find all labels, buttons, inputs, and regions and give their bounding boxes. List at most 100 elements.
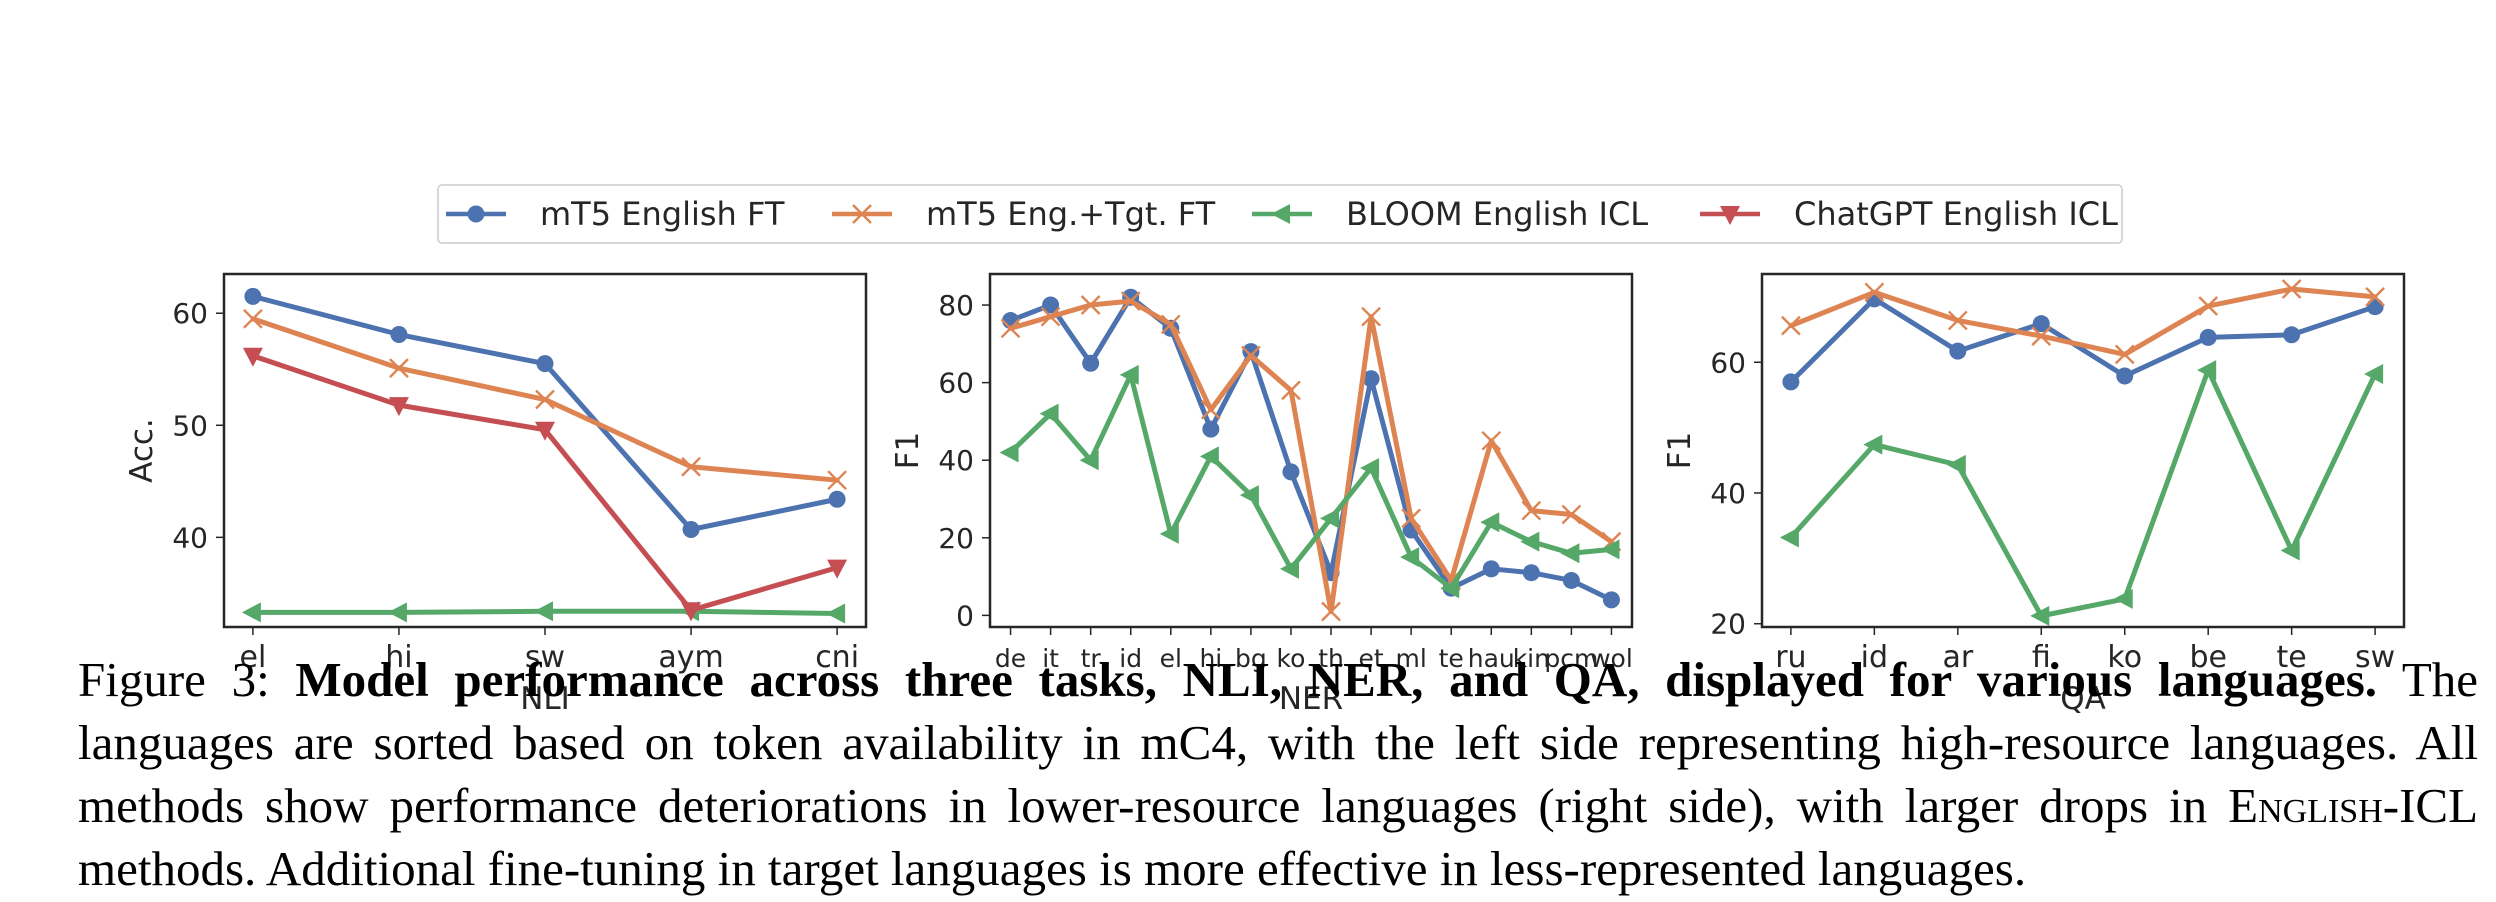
qa-xtick-label-be: be: [2189, 640, 2227, 675]
ner-ytick-label: 40: [938, 444, 974, 477]
nli-plot-frame: [222, 272, 868, 629]
ner-point-mt5-eng-tgt-ft-tr: [1080, 295, 1101, 315]
qa-point-mt5-eng-tgt-ft-id: [1864, 282, 1885, 303]
qa-point-mt5-english-ft-ru: [1782, 373, 1800, 391]
qa-point-mt5-english-ft-be: [2199, 328, 2217, 346]
caption-label: Figure 3:: [78, 652, 296, 707]
nli-point-chatgpt-english-icl-sw: [535, 421, 555, 441]
ner-point-mt5-eng-tgt-ft-de: [1000, 318, 1021, 339]
qa-point-mt5-english-ft-sw: [2366, 298, 2384, 316]
legend-label-bloom-english-icl: BLOOM English ICL: [1346, 195, 1648, 233]
nli-point-mt5-english-ft-hi: [390, 326, 408, 344]
nli-point-bloom-english-icl-cni: [826, 603, 846, 624]
ner-point-bloom-english-icl-et: [1360, 457, 1380, 478]
qa-xaxis-label: QA: [2060, 681, 2106, 717]
ner-xtick-label-id: id: [1119, 644, 1142, 673]
ner-xtick-label-el: el: [1160, 644, 1182, 673]
ner-point-mt5-english-ft-et: [1362, 370, 1380, 388]
nli-ytick-label: 60: [172, 297, 208, 330]
ner-xtick-label-de: de: [995, 644, 1026, 673]
ner-point-mt5-eng-tgt-ft-et: [1361, 306, 1381, 327]
nli-point-mt5-english-ft-el: [244, 287, 262, 305]
ner-point-mt5-english-ft-hau: [1482, 560, 1500, 578]
ner-point-bloom-english-icl-hau: [1480, 512, 1500, 533]
ner-point-bloom-english-icl-hi: [1199, 446, 1219, 467]
qa-point-mt5-english-ft-ar: [1949, 342, 1967, 360]
qa-point-mt5-english-ft-fi: [2032, 315, 2050, 333]
ner-xtick-label-it: it: [1042, 644, 1059, 673]
ner-point-bloom-english-icl-th: [1320, 508, 1340, 529]
ner-chart: 0 20 40 60 80 de it tr id el hi bg ko th et ml te haukinp…: [890, 272, 1634, 717]
qa-point-mt5-eng-tgt-ft-be: [2198, 296, 2219, 316]
legend-label-chatgpt-english-icl: ChatGPT English ICL: [1794, 195, 2118, 233]
qa-point-bloom-english-icl-ar: [1946, 454, 1966, 475]
ner-point-bloom-english-icl-te: [1440, 578, 1460, 599]
ner-point-bloom-english-icl-ml: [1400, 547, 1420, 568]
legend-marker-mt5-eng-tgt-ft: [852, 204, 872, 224]
qa-plot-frame: [1760, 272, 2406, 629]
ner-point-mt5-eng-tgt-ft-bg: [1241, 345, 1261, 366]
legend-label-mt5-english-ft: mT5 English FT: [540, 195, 785, 233]
qa-point-bloom-english-icl-id: [1863, 434, 1883, 455]
ner-point-bloom-english-icl-kin: [1520, 531, 1540, 552]
ner-yaxis-label: F1: [890, 432, 926, 470]
nli-yaxis-label: Acc.: [124, 418, 160, 483]
qa-point-mt5-eng-tgt-ft-te: [2281, 279, 2302, 299]
qa-point-mt5-eng-tgt-ft-ko: [2114, 344, 2135, 365]
ner-point-mt5-eng-tgt-ft-hi: [1201, 399, 1221, 420]
qa-xtick-label-id: id: [1861, 640, 1888, 675]
ner-xtick-label-pcm: pcm: [1544, 644, 1598, 673]
ner-xtick-label-hau: hau: [1468, 644, 1515, 673]
nli-ytick-label: 50: [172, 409, 208, 442]
ner-point-mt5-eng-tgt-ft-th: [1321, 601, 1341, 622]
legend: mT5 English FT mT5 Eng.+Tgt. FT BLOOM Engl…: [437, 184, 2123, 244]
nli-point-mt5-eng-tgt-ft-hi: [389, 358, 409, 378]
ner-xtick-label-hi: hi: [1199, 644, 1222, 673]
ner-ytick-label: 0: [956, 599, 974, 632]
nli-xaxis-label: NLI: [520, 681, 570, 717]
ner-ytick-label: 80: [938, 289, 974, 322]
qa-point-bloom-english-icl-fi: [2030, 605, 2050, 626]
ner-point-mt5-eng-tgt-ft-pcm: [1561, 504, 1582, 525]
nli-xtick-label-aym: aym: [658, 640, 723, 675]
qa-ytick-label: 20: [1710, 608, 1746, 641]
qa-ytick-label: 40: [1710, 477, 1746, 510]
nli-point-bloom-english-icl-sw: [534, 601, 553, 622]
legend-marker-bloom-english-icl: [1271, 204, 1290, 224]
nli-chart: 40 50 60 el hi sw aym cni NLI Acc.: [124, 272, 868, 717]
qa-point-bloom-english-icl-ko: [2113, 588, 2133, 609]
ner-point-mt5-english-ft-bg: [1242, 343, 1260, 361]
legend-label-mt5-eng-tgt-ft: mT5 Eng.+Tgt. FT: [926, 195, 1216, 233]
ner-point-mt5-english-ft-pcm: [1562, 571, 1580, 589]
ner-xtick-label-kin: kin: [1513, 644, 1550, 673]
ner-point-mt5-english-ft-it: [1042, 296, 1060, 314]
qa-xtick-label-fi: fi: [2032, 640, 2051, 675]
caption-bold-title: Model performance across three tasks, NL…: [295, 652, 2378, 707]
nli-point-mt5-eng-tgt-ft-cni: [827, 470, 847, 491]
qa-series-line-mt5-eng-tgt-ft: [1788, 286, 2378, 357]
nli-point-mt5-english-ft-sw: [536, 355, 554, 373]
ner-point-bloom-english-icl-it: [1039, 403, 1059, 424]
ner-point-mt5-english-ft-ko: [1282, 463, 1300, 481]
ner-point-mt5-english-ft-kin: [1522, 564, 1540, 582]
ner-series-line-mt5-english-ft: [1008, 294, 1614, 603]
ner-xtick-label-ml: ml: [1395, 644, 1426, 673]
ner-point-bloom-english-icl-el: [1159, 523, 1179, 544]
nli-point-mt5-eng-tgt-ft-el: [243, 308, 263, 329]
nli-ytick-label: 40: [172, 521, 208, 554]
qa-xtick-label-te: te: [2277, 640, 2307, 675]
ner-point-mt5-eng-tgt-ft-ko: [1281, 380, 1301, 401]
ner-plot-frame: [988, 272, 1634, 629]
ner-ytick-label: 60: [938, 367, 974, 400]
qa-xtick-label-ru: ru: [1775, 640, 1806, 675]
ner-ytick-label: 20: [938, 522, 974, 555]
nli-point-chatgpt-english-icl-hi: [388, 397, 409, 417]
ner-point-bloom-english-icl-pcm: [1560, 543, 1580, 564]
nli-xtick-label-el: el: [239, 640, 266, 675]
ner-point-bloom-english-icl-bg: [1239, 485, 1259, 506]
qa-point-mt5-eng-tgt-ft-ru: [1781, 315, 1801, 336]
ner-point-mt5-eng-tgt-ft-it: [1040, 306, 1061, 327]
qa-point-bloom-english-icl-be: [2197, 360, 2217, 381]
qa-chart: 20 40 60 ru id ar fi ko be te sw QA F1: [1662, 272, 2406, 717]
